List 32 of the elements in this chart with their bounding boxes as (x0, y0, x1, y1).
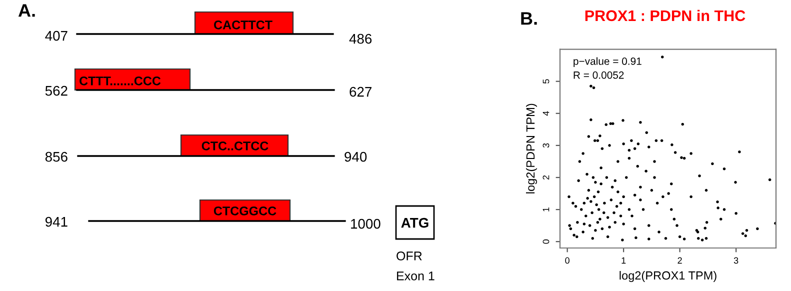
text: 856 (45, 152, 68, 162)
x-tick-label: 3 (734, 257, 738, 264)
annotation: R = 0.0052 (574, 71, 624, 79)
y-tick-label: 0 (542, 239, 550, 244)
text: ATG (401, 218, 428, 228)
text: B. (521, 12, 537, 25)
x-tick-label: 0 (565, 257, 570, 264)
y-tick-label: 2 (542, 175, 550, 180)
text: A. (18, 4, 35, 17)
text: 486 (349, 34, 372, 44)
y-tick-label: 3 (542, 143, 550, 148)
text: 941 (45, 216, 68, 227)
text: Exon 1 (397, 272, 434, 280)
y-axis-title: log2(PDPN TPM) (526, 104, 537, 194)
text: CTC..CTCC (202, 142, 268, 150)
chart-title: PROX1 : PDPN in THC (585, 10, 746, 22)
text: OFR (396, 252, 422, 260)
x-tick-label: 2 (678, 257, 682, 264)
text: 407 (45, 30, 68, 41)
y-tick-label: 5 (542, 79, 550, 84)
text: CTCGGCC (214, 206, 276, 216)
text: CACTTCT (214, 20, 272, 30)
text: 940 (344, 152, 367, 162)
annotation: p−value = 0.91 (574, 57, 642, 67)
text: 1000 (351, 218, 380, 229)
text: 627 (350, 86, 372, 97)
y-tick-label: 1 (542, 207, 550, 212)
text: CTTT.......CCC (80, 76, 161, 86)
x-axis-title: log2(PROX1 TPM) (620, 271, 716, 282)
x-tick-label: 1 (622, 257, 626, 264)
text: 562 (45, 86, 68, 96)
y-tick-label: 4 (542, 111, 550, 116)
